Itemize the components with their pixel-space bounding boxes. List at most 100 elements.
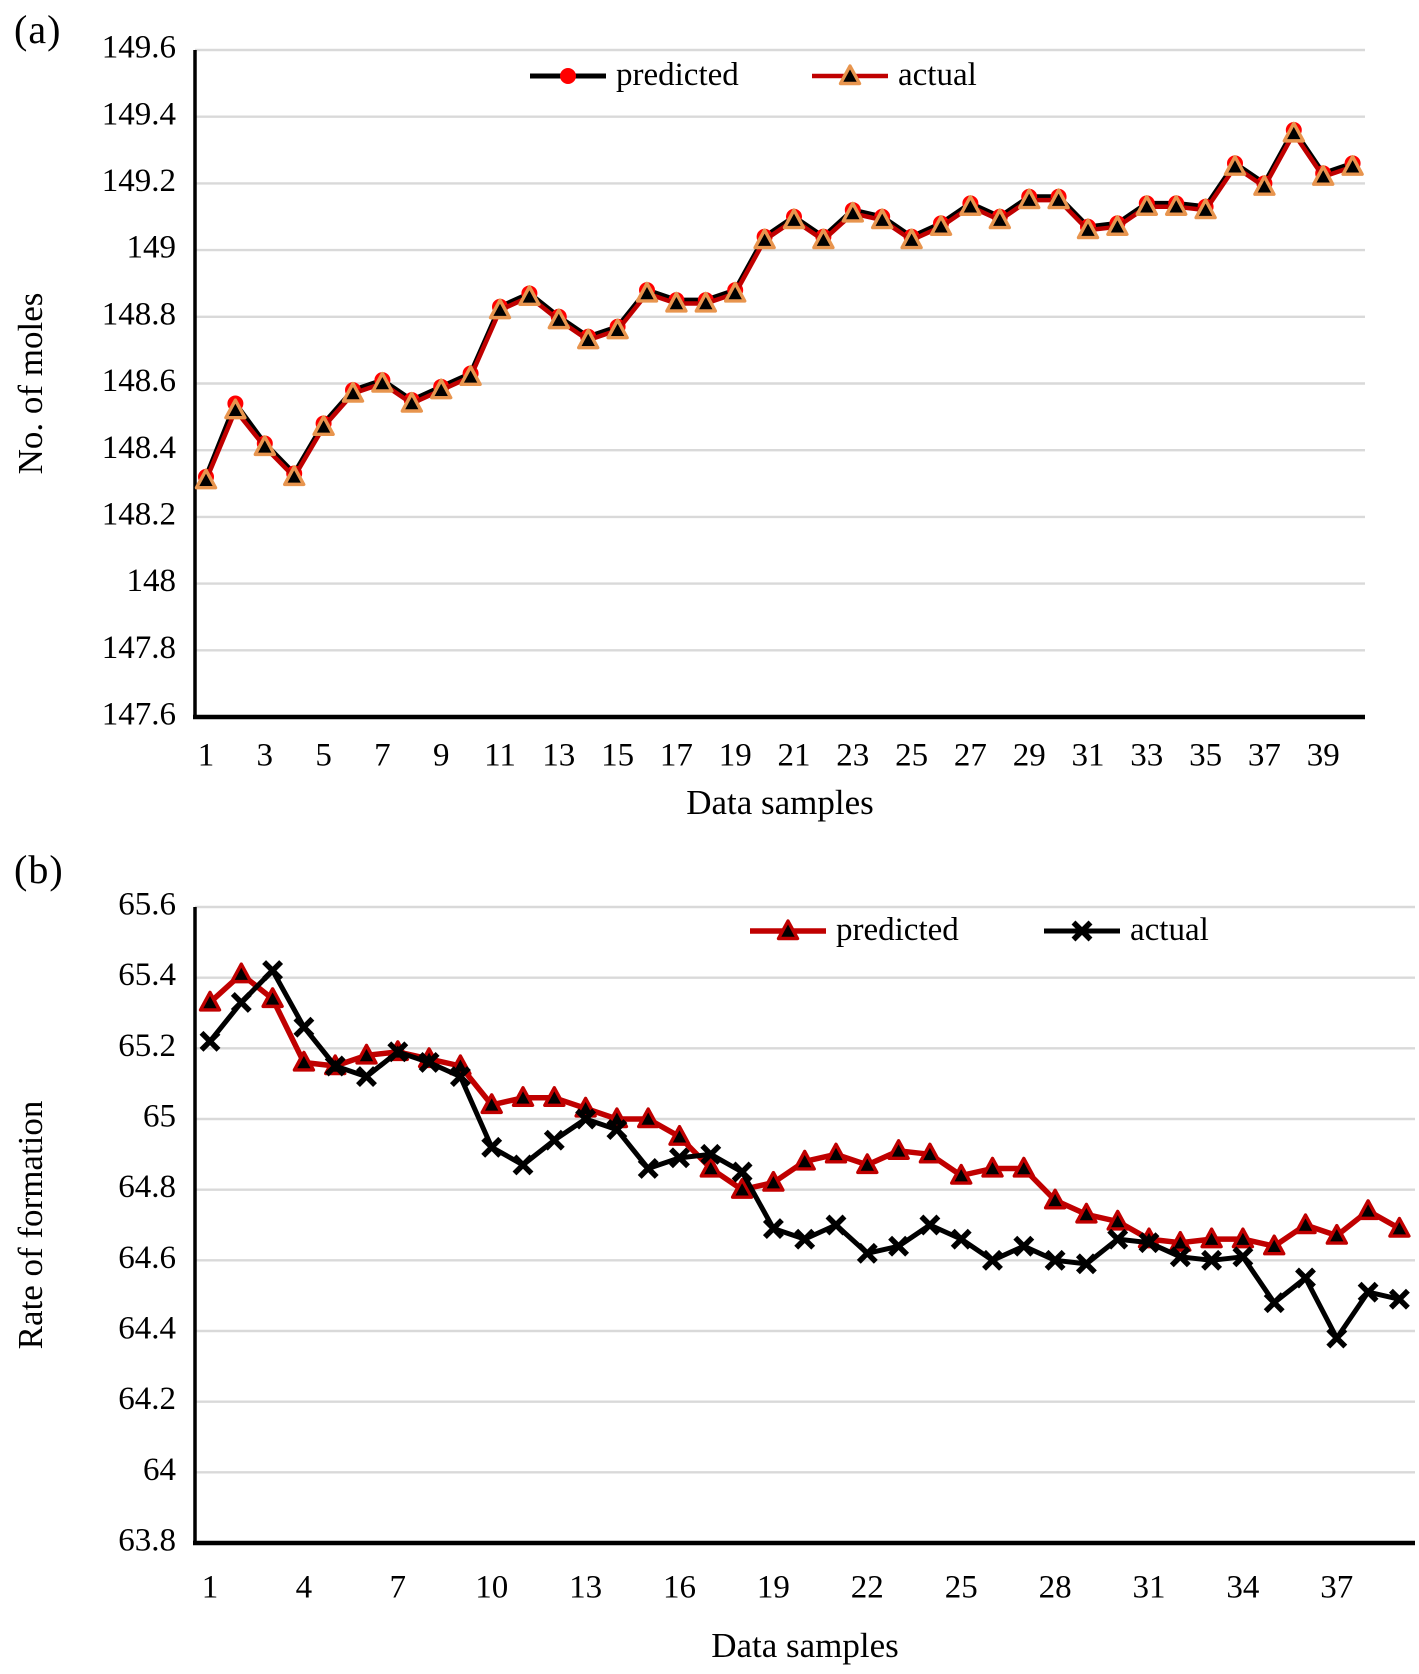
legend-item-a-actual: actual	[810, 57, 977, 94]
data-point-marker-triangle	[577, 328, 600, 350]
legend-label: actual	[898, 57, 977, 93]
data-point-marker-triangle	[900, 228, 923, 250]
data-point-marker-triangle	[871, 208, 894, 230]
data-point-marker-triangle	[1169, 1230, 1192, 1252]
data-point-marker-x	[762, 1218, 784, 1239]
data-point-marker-x	[731, 1161, 753, 1183]
data-point-marker-x	[356, 1066, 377, 1088]
data-point-marker-triangle	[929, 215, 953, 236]
series-actual-line	[203, 131, 1355, 483]
legend-label: predicted	[616, 57, 739, 93]
data-point-marker-triangle	[841, 201, 864, 223]
data-point-marker-x	[669, 1147, 690, 1169]
data-point-marker-triangle	[1231, 1227, 1255, 1249]
y-tick-label: 65.4	[118, 957, 176, 993]
x-tick-label: 37	[1248, 738, 1281, 774]
data-point-marker-triangle	[730, 1177, 754, 1199]
data-point-marker-triangle	[1165, 195, 1188, 216]
data-point-marker-triangle	[824, 1142, 848, 1164]
data-point-marker-x	[543, 1129, 565, 1151]
data-point-marker-x	[293, 1016, 315, 1038]
data-point-marker-triangle	[292, 1050, 316, 1072]
data-point-marker-x	[794, 1228, 816, 1250]
y-tick-label: 147.6	[102, 697, 176, 733]
series-predicted-markers	[198, 122, 1361, 485]
data-point-marker-triangle	[988, 208, 1011, 230]
axis-title-x: Data samples	[711, 1626, 899, 1665]
y-tick-label: 65	[143, 1099, 176, 1135]
data-point-marker-x	[324, 1055, 346, 1077]
data-point-marker-x	[1326, 1327, 1348, 1349]
data-point-marker-triangle	[1312, 165, 1335, 186]
data-point-marker-triangle	[1223, 155, 1247, 176]
y-tick-label: 64.6	[118, 1240, 176, 1276]
data-point-marker-triangle	[668, 1124, 691, 1146]
data-point-marker-x	[387, 1041, 409, 1063]
x-tick-label: 3	[257, 738, 274, 774]
data-point-marker-triangle	[1018, 188, 1041, 210]
panel-label-a: (a)	[14, 7, 62, 52]
x-tick-label: 23	[836, 738, 869, 774]
legend-glyph	[530, 67, 606, 84]
x-tick-label: 5	[315, 738, 332, 774]
data-point-marker-triangle	[950, 1163, 973, 1185]
data-point-marker-x	[1075, 1253, 1097, 1275]
y-tick-label: 148.6	[102, 363, 176, 399]
legend-glyph	[812, 63, 888, 85]
y-tick-label: 148.4	[102, 430, 176, 466]
y-tick-label: 64	[143, 1452, 176, 1488]
y-tick-label: 64.8	[118, 1169, 176, 1205]
x-tick-label: 33	[1130, 738, 1163, 774]
data-point-marker-triangle	[488, 298, 512, 320]
y-tick-label: 64.2	[118, 1381, 176, 1417]
data-point-marker-triangle	[856, 1153, 879, 1175]
x-tick-label: 9	[433, 738, 450, 774]
x-tick-label: 29	[1013, 738, 1046, 774]
series-predicted-line	[203, 127, 1356, 480]
x-tick-label: 31	[1072, 738, 1105, 774]
y-tick-label: 63.8	[118, 1523, 176, 1559]
data-point-marker-triangle	[1075, 1202, 1098, 1224]
x-tick-label: 4	[296, 1570, 313, 1606]
x-tick-label: 13	[542, 738, 575, 774]
y-tick-label: 149	[127, 230, 177, 266]
data-point-marker-triangle	[312, 415, 335, 437]
data-point-marker-x	[1263, 1292, 1285, 1314]
data-point-marker-x	[1138, 1232, 1160, 1254]
x-tick-label: 19	[719, 738, 752, 774]
y-tick-label: 65.2	[118, 1028, 176, 1064]
y-tick-label: 149.4	[102, 96, 176, 132]
data-point-marker-triangle	[1388, 1216, 1411, 1238]
data-point-marker-triangle	[518, 285, 541, 306]
data-point-marker-x	[575, 1108, 597, 1130]
data-point-marker-triangle	[1043, 1188, 1067, 1210]
data-point-marker-triangle	[1341, 155, 1364, 176]
x-tick-label: 7	[390, 1570, 407, 1606]
data-point-marker-triangle	[918, 1142, 942, 1164]
line-x-marker-icon	[1044, 920, 1120, 941]
data-point-marker-x	[418, 1052, 440, 1073]
x-tick-label: 39	[1307, 738, 1340, 774]
data-point-marker-x	[199, 1030, 221, 1052]
data-point-marker-triangle	[511, 1086, 535, 1107]
data-point-marker-triangle	[981, 1156, 1004, 1178]
data-point-marker-triangle	[1194, 198, 1217, 220]
data-point-marker-x	[856, 1242, 878, 1264]
data-point-marker-x	[1169, 1246, 1191, 1268]
data-point-marker-x	[950, 1228, 972, 1250]
data-point-marker-x	[1295, 1267, 1316, 1289]
data-point-marker-triangle	[1135, 195, 1158, 216]
data-point-marker-circle	[560, 67, 576, 84]
data-point-marker-triangle	[793, 1149, 816, 1171]
legend-glyph	[1044, 920, 1120, 941]
legend-glyph	[750, 918, 826, 940]
data-point-marker-x	[1013, 1235, 1035, 1257]
data-point-marker-x	[1388, 1288, 1410, 1310]
data-point-marker-x	[825, 1214, 847, 1236]
axis-title-y: No. of moles	[11, 293, 50, 475]
data-point-marker-x	[1044, 1249, 1066, 1271]
legend-item-b-actual: actual	[1042, 912, 1209, 949]
data-point-marker-triangle	[1012, 1156, 1035, 1178]
data-point-marker-triangle	[400, 391, 423, 413]
